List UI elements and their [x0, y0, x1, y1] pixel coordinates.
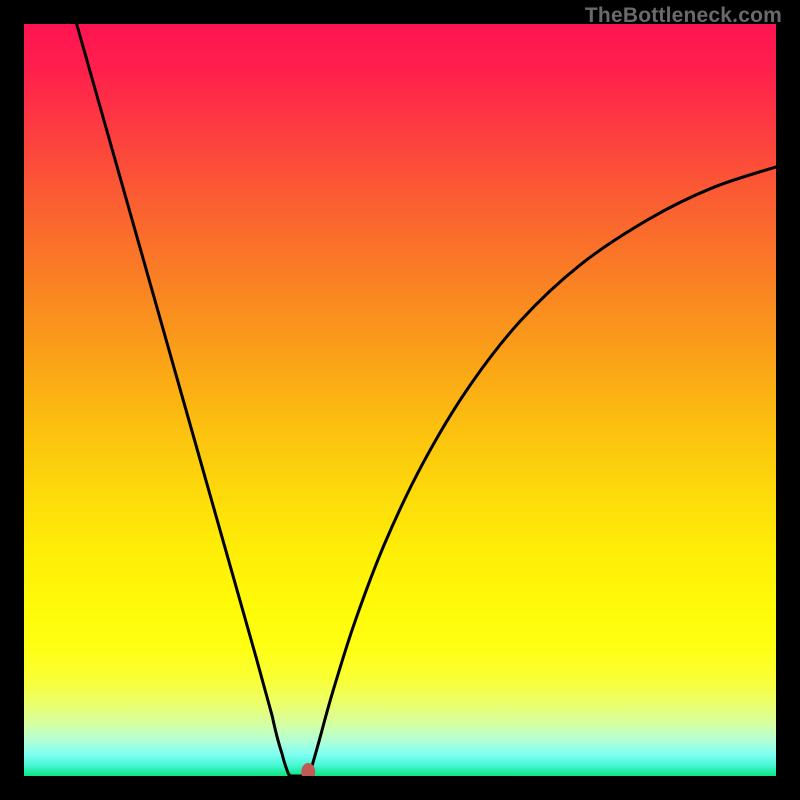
chart-svg — [24, 24, 776, 776]
plot-area — [24, 24, 776, 776]
gradient-background — [24, 24, 776, 776]
